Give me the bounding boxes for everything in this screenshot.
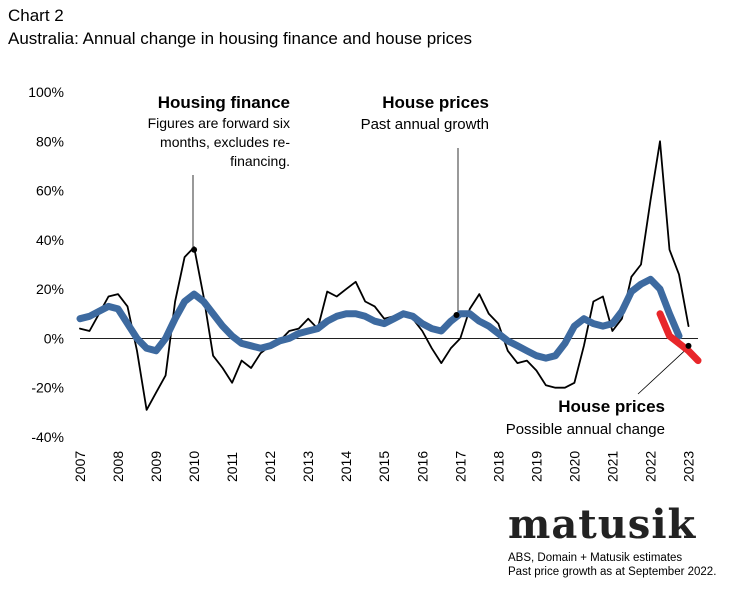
y-tick-label: -20% xyxy=(31,380,64,396)
annotation-finance-line-2: months, excludes re- xyxy=(160,134,290,150)
annotation-prices-past-title: House prices xyxy=(382,93,489,112)
x-tick-label: 2013 xyxy=(300,451,316,482)
series-housing-finance-line xyxy=(79,140,690,411)
chart-label: Chart 2 xyxy=(8,6,64,25)
x-tick-label: 2021 xyxy=(604,451,620,482)
y-tick-label: 40% xyxy=(36,232,64,248)
y-tick-label: 80% xyxy=(36,133,64,149)
y-tick-label: 60% xyxy=(36,183,64,199)
x-tick-label: 2020 xyxy=(566,451,582,482)
x-tick-label: 2023 xyxy=(680,451,696,482)
x-tick-label: 2019 xyxy=(528,451,544,482)
annotation-prices-future-subtitle: Possible annual change xyxy=(506,421,665,438)
series-markers xyxy=(191,246,692,349)
x-tick-label: 2022 xyxy=(642,451,658,482)
series-possible-change-line xyxy=(656,310,702,365)
x-tick-label: 2015 xyxy=(376,451,392,482)
x-tick-label: 2008 xyxy=(110,451,126,482)
x-tick-label: 2012 xyxy=(262,451,278,482)
annotation-finance-line-3: financing. xyxy=(230,153,290,169)
x-tick-label: 2014 xyxy=(338,451,354,482)
series-point-marker xyxy=(685,342,692,349)
x-axis-ticks: 2007 2008 2009 2010 2011 2012 2013 2014 2015 2016… xyxy=(72,451,696,482)
y-tick-label: 20% xyxy=(36,281,64,297)
series-point-marker xyxy=(453,312,460,319)
x-tick-label: 2017 xyxy=(452,451,468,482)
y-tick-label: -40% xyxy=(31,429,64,445)
x-tick-label: 2010 xyxy=(186,451,202,482)
annotation-prices-future-title: House prices xyxy=(558,397,665,416)
annotation-finance-title: Housing finance xyxy=(158,93,290,112)
x-tick-label: 2007 xyxy=(72,451,88,482)
annotation-prices-past-subtitle: Past annual growth xyxy=(361,116,489,133)
annotation-finance-line-1: Figures are forward six xyxy=(148,115,290,131)
series-house-prices-line xyxy=(76,275,683,362)
x-tick-label: 2018 xyxy=(490,451,506,482)
source-line-1: ABS, Domain + Matusik estimates xyxy=(508,552,683,564)
matusik-logo: matusik xyxy=(508,501,697,548)
chart-title: Australia: Annual change in housing fina… xyxy=(8,29,473,48)
annotation-leader-lines xyxy=(192,148,691,395)
prices-future-leader-line xyxy=(637,345,691,395)
x-tick-label: 2011 xyxy=(224,452,240,482)
x-tick-label: 2009 xyxy=(148,451,164,482)
y-axis-ticks: 100% 80% 60% 40% 20% 0% -20% -40% xyxy=(28,84,64,445)
source-line-2: Past price growth as at September 2022. xyxy=(508,566,717,578)
x-tick-label: 2016 xyxy=(414,451,430,482)
series-point-marker xyxy=(191,246,198,253)
series-layer xyxy=(76,140,702,411)
y-tick-label: 0% xyxy=(44,330,64,346)
y-tick-label: 100% xyxy=(28,84,64,100)
